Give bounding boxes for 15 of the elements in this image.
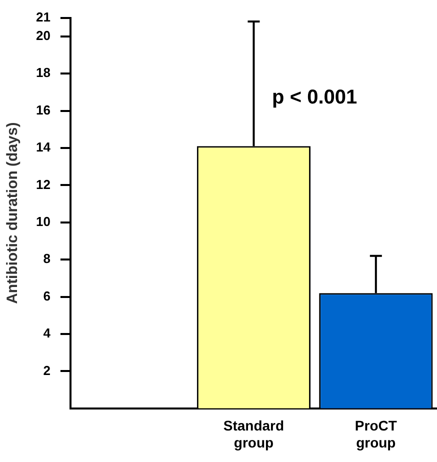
y-tick-label: 12 bbox=[36, 176, 50, 192]
y-tick-label: 2 bbox=[43, 362, 50, 378]
x-tick-label: Standard group bbox=[223, 418, 284, 450]
x-tick-label: ProCT group bbox=[354, 418, 398, 450]
y-tick-label: 10 bbox=[36, 214, 50, 229]
y-tick-label: 4 bbox=[43, 326, 52, 341]
y-tick-label: 14 bbox=[36, 140, 52, 155]
y-tick-label: 21 bbox=[36, 9, 50, 24]
y-tick-label: 16 bbox=[36, 102, 50, 118]
y-axis-title: Antibiotic duration (days) bbox=[4, 122, 22, 304]
y-tick-label: 18 bbox=[36, 65, 50, 80]
y-tick-label: 6 bbox=[43, 288, 50, 304]
annotation: p < 0.001 bbox=[272, 86, 358, 108]
y-tick-label: 8 bbox=[43, 251, 50, 266]
y-tick-label: 20 bbox=[36, 28, 50, 43]
